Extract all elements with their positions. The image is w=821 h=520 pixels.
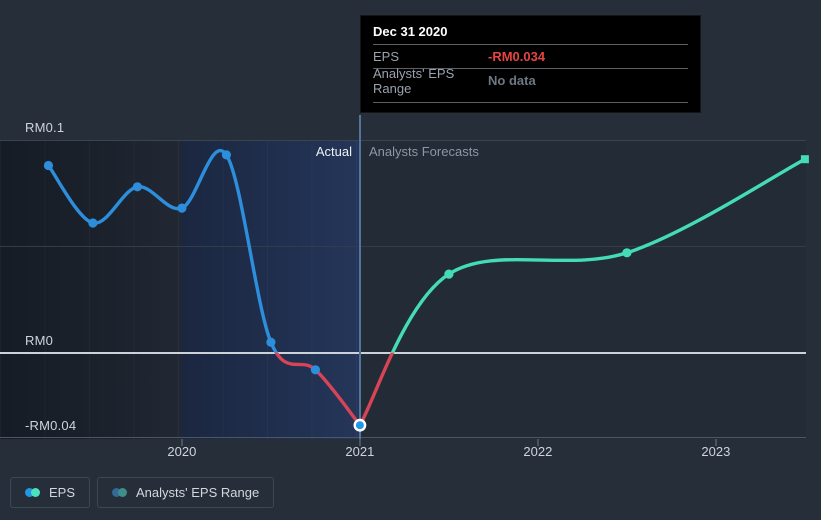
- legend-eps-label: EPS: [49, 485, 76, 500]
- tooltip-range-value: No data: [488, 73, 536, 88]
- tooltip-divider: [373, 68, 688, 69]
- tooltip-eps-label: EPS: [373, 49, 400, 64]
- highlighted-year-band: [181, 140, 360, 439]
- forecast-data-point[interactable]: [444, 269, 454, 279]
- highlighted-data-point[interactable]: [353, 418, 367, 432]
- eps-series-icon: [25, 488, 40, 497]
- actual-data-point[interactable]: [43, 160, 54, 171]
- y-axis-label: RM0.1: [25, 120, 65, 135]
- tooltip-row-eps: EPS -RM0.034: [361, 45, 700, 68]
- tooltip: Dec 31 2020 EPS -RM0.034 Analysts' EPS R…: [360, 15, 701, 113]
- legend-analysts-range-button[interactable]: Analysts' EPS Range: [97, 477, 275, 508]
- y-gridline: [0, 139, 806, 141]
- actual-data-point[interactable]: [132, 182, 142, 192]
- x-axis-tick: [358, 439, 361, 446]
- legend: EPS Analysts' EPS Range: [10, 477, 275, 508]
- tooltip-divider: [373, 102, 688, 103]
- y-axis-label: -RM0.04: [25, 417, 77, 433]
- tooltip-divider: [373, 44, 688, 45]
- x-axis-tick: [180, 439, 183, 446]
- zero-gridline: [0, 351, 806, 354]
- forecast-end-point[interactable]: [800, 155, 809, 164]
- actual-data-point[interactable]: [177, 203, 187, 213]
- actual-data-point[interactable]: [266, 337, 276, 347]
- y-gridline: [0, 437, 806, 439]
- forecast-period-background: [359, 140, 806, 439]
- forecast-section-label: Analysts Forecasts: [369, 144, 479, 159]
- legend-eps-button[interactable]: EPS: [10, 477, 91, 508]
- x-axis-tick: [714, 439, 717, 446]
- analysts-range-series-icon: [112, 488, 128, 497]
- x-axis-label: 2020: [167, 444, 197, 459]
- tooltip-date-title: Dec 31 2020: [373, 24, 448, 39]
- x-axis-label: 2021: [345, 444, 375, 459]
- x-axis-tick: [536, 439, 539, 446]
- tooltip-row-range: Analysts' EPS Range No data: [361, 66, 700, 96]
- crosshair-line: [358, 115, 361, 439]
- legend-analysts-range-label: Analysts' EPS Range: [136, 485, 260, 500]
- tooltip-range-label: Analysts' EPS Range: [373, 65, 455, 96]
- y-axis-label: RM0: [25, 332, 54, 348]
- forecast-data-point[interactable]: [622, 248, 632, 258]
- actual-data-point[interactable]: [310, 365, 320, 375]
- x-axis-label: 2023: [701, 444, 731, 459]
- actual-data-point[interactable]: [221, 150, 231, 160]
- actual-section-label: Actual: [315, 144, 352, 159]
- y-gridline: [0, 245, 806, 247]
- actual-data-point[interactable]: [88, 218, 98, 228]
- actual-line: [46, 149, 279, 353]
- x-axis-label: 2022: [523, 444, 553, 459]
- quarter-stripes: [0, 140, 360, 439]
- forecast-line: [390, 157, 806, 353]
- tooltip-eps-value: -RM0.034: [488, 49, 546, 64]
- actual-line: [274, 352, 362, 427]
